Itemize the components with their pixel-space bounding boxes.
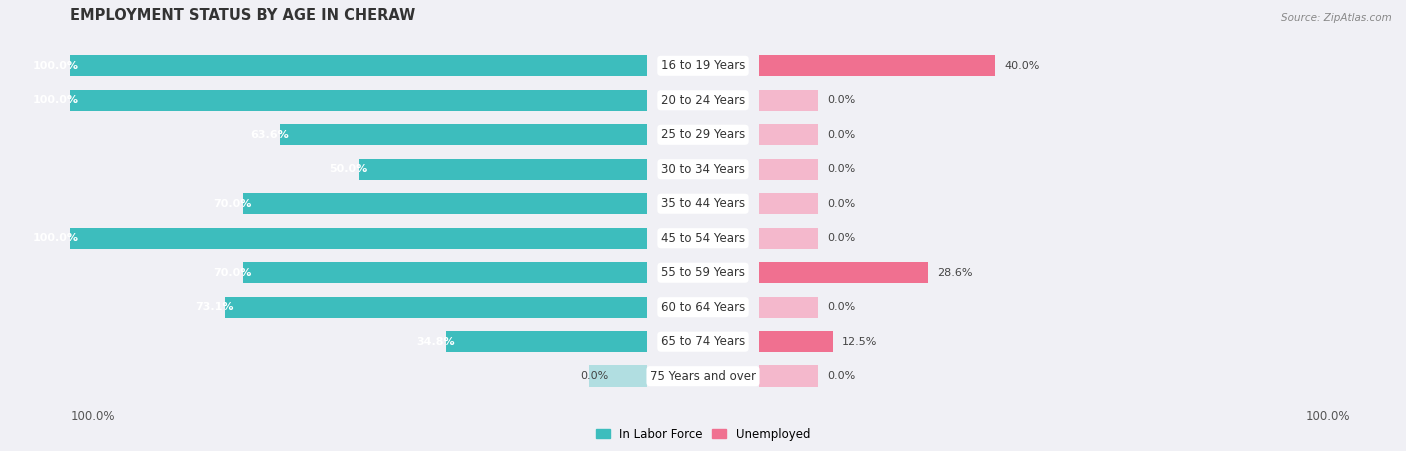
Bar — [0, 324, 759, 359]
Text: 20 to 24 Years: 20 to 24 Years — [661, 94, 745, 107]
Text: 0.0%: 0.0% — [827, 95, 855, 105]
Bar — [759, 228, 818, 249]
Text: 55 to 59 Years: 55 to 59 Years — [661, 266, 745, 279]
Bar — [359, 159, 647, 180]
Text: 34.8%: 34.8% — [416, 337, 454, 347]
Text: 35 to 44 Years: 35 to 44 Years — [661, 197, 745, 210]
Bar — [70, 228, 647, 249]
Text: 0.0%: 0.0% — [581, 371, 609, 381]
Text: 63.6%: 63.6% — [250, 130, 288, 140]
Text: 0.0%: 0.0% — [827, 164, 855, 174]
Bar — [759, 159, 818, 180]
Text: 25 to 29 Years: 25 to 29 Years — [661, 128, 745, 141]
Bar — [243, 262, 647, 283]
Bar — [280, 124, 647, 146]
Text: 0.0%: 0.0% — [827, 302, 855, 312]
Bar — [0, 359, 759, 393]
Text: 0.0%: 0.0% — [827, 199, 855, 209]
Text: 100.0%: 100.0% — [70, 410, 115, 423]
Bar — [70, 55, 647, 77]
Bar — [446, 331, 647, 352]
Bar — [0, 152, 759, 187]
Bar — [647, 49, 1406, 83]
Bar — [0, 255, 759, 290]
Bar — [70, 90, 647, 111]
Text: 70.0%: 70.0% — [214, 199, 252, 209]
Text: 73.1%: 73.1% — [195, 302, 233, 312]
Text: 12.5%: 12.5% — [842, 337, 877, 347]
Bar — [647, 290, 1406, 324]
Bar — [0, 221, 759, 255]
Bar — [647, 118, 1406, 152]
Bar — [243, 193, 647, 214]
Bar — [759, 55, 995, 77]
Bar — [0, 49, 759, 83]
Bar — [647, 83, 1406, 118]
Text: 60 to 64 Years: 60 to 64 Years — [661, 301, 745, 314]
Text: 40.0%: 40.0% — [1004, 61, 1039, 71]
Text: 100.0%: 100.0% — [32, 61, 79, 71]
Text: Source: ZipAtlas.com: Source: ZipAtlas.com — [1281, 13, 1392, 23]
Text: 65 to 74 Years: 65 to 74 Years — [661, 335, 745, 348]
Bar — [759, 331, 832, 352]
Text: 0.0%: 0.0% — [827, 371, 855, 381]
Bar — [759, 365, 818, 387]
Bar — [647, 221, 1406, 255]
Legend: In Labor Force, Unemployed: In Labor Force, Unemployed — [596, 428, 810, 441]
Bar — [0, 290, 759, 324]
Text: 100.0%: 100.0% — [32, 95, 79, 105]
Text: 30 to 34 Years: 30 to 34 Years — [661, 163, 745, 176]
Bar — [647, 152, 1406, 187]
Bar — [759, 262, 928, 283]
Text: 50.0%: 50.0% — [329, 164, 367, 174]
Text: 16 to 19 Years: 16 to 19 Years — [661, 59, 745, 72]
Bar — [759, 124, 818, 146]
Text: 100.0%: 100.0% — [1305, 410, 1350, 423]
Bar — [759, 296, 818, 318]
Bar — [589, 365, 647, 387]
Bar — [225, 296, 647, 318]
Text: 0.0%: 0.0% — [827, 130, 855, 140]
Text: 28.6%: 28.6% — [936, 268, 973, 278]
Text: 70.0%: 70.0% — [214, 268, 252, 278]
Bar — [0, 118, 759, 152]
Bar — [647, 255, 1406, 290]
Bar — [647, 359, 1406, 393]
Text: EMPLOYMENT STATUS BY AGE IN CHERAW: EMPLOYMENT STATUS BY AGE IN CHERAW — [70, 8, 416, 23]
Bar — [759, 90, 818, 111]
Bar — [647, 187, 1406, 221]
Bar — [0, 187, 759, 221]
Text: 100.0%: 100.0% — [32, 233, 79, 243]
Text: 45 to 54 Years: 45 to 54 Years — [661, 232, 745, 245]
Bar — [0, 83, 759, 118]
Bar — [759, 193, 818, 214]
Bar — [647, 324, 1406, 359]
Text: 0.0%: 0.0% — [827, 233, 855, 243]
Text: 75 Years and over: 75 Years and over — [650, 370, 756, 383]
